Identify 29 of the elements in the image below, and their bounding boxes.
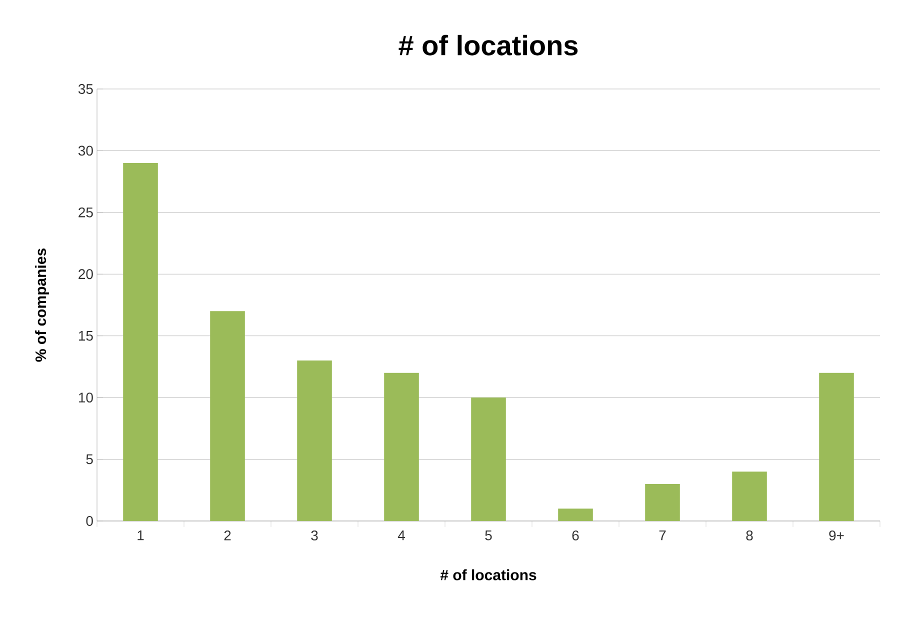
- bar: [123, 163, 158, 521]
- x-tick-label: 5: [485, 530, 492, 540]
- y-tick-label: 10: [78, 392, 93, 403]
- bar: [471, 398, 506, 521]
- x-tick-label: 8: [746, 530, 753, 540]
- y-axis-title: % of companies: [35, 248, 50, 362]
- y-tick-label: 15: [78, 330, 93, 341]
- x-tick-label: 1: [138, 530, 144, 540]
- chart-title: # of locations: [398, 34, 578, 56]
- bar: [558, 508, 593, 521]
- y-tick-label: 20: [78, 269, 93, 280]
- y-tick-label: 0: [86, 516, 93, 526]
- x-axis-title: # of locations: [440, 569, 536, 580]
- bar: [384, 372, 419, 521]
- y-tick-label: 35: [78, 84, 93, 94]
- x-tick-label: 3: [311, 530, 318, 540]
- x-tick-label: 6: [572, 530, 579, 540]
- bar: [210, 311, 245, 521]
- x-tick-label: 9+: [829, 530, 844, 540]
- y-tick-label: 25: [78, 207, 93, 218]
- bar: [819, 372, 854, 521]
- bar: [732, 472, 767, 521]
- x-tick-label: 2: [224, 530, 231, 540]
- x-tick-label: 4: [398, 530, 405, 540]
- y-tick-label: 5: [86, 454, 93, 464]
- bar: [645, 484, 680, 521]
- y-tick-label: 30: [78, 146, 93, 156]
- x-tick-label: 7: [659, 530, 666, 540]
- bar: [297, 360, 332, 521]
